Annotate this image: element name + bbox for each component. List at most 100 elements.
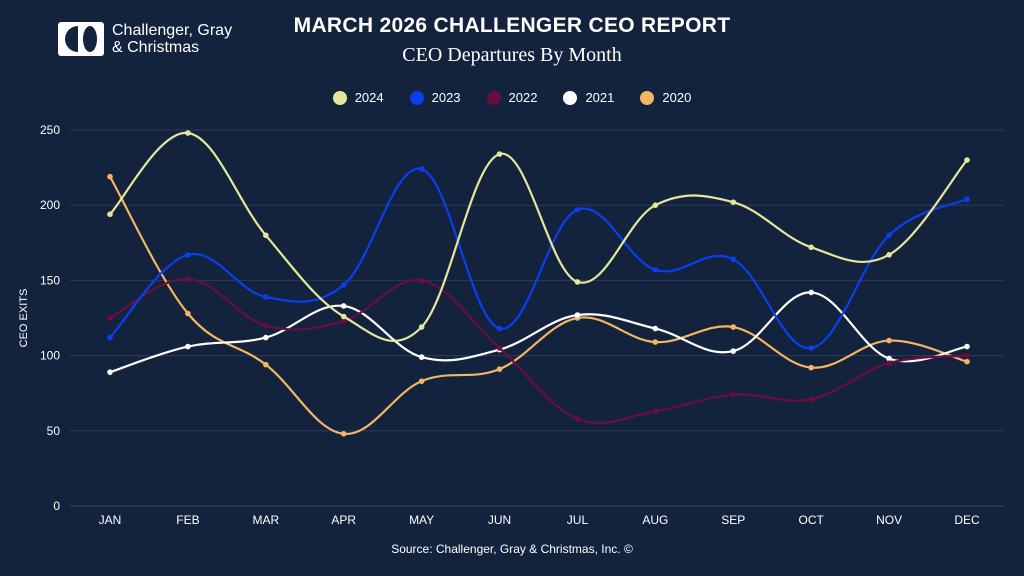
data-point-2020-aug bbox=[652, 339, 659, 345]
data-point-2022-mar bbox=[263, 322, 269, 329]
data-point-2024-jul bbox=[574, 279, 581, 285]
logo-text: Challenger, Gray & Christmas bbox=[112, 22, 232, 56]
data-point-2022-jan bbox=[107, 315, 113, 321]
legend-label: 2020 bbox=[662, 90, 692, 105]
gridlines bbox=[70, 129, 1004, 507]
data-point-2021-jul bbox=[574, 312, 581, 318]
series-2020 bbox=[107, 173, 970, 437]
data-point-2023-jun bbox=[496, 325, 503, 332]
data-point-2021-dec bbox=[964, 343, 970, 350]
y-tick-label: 100 bbox=[40, 349, 60, 363]
data-point-2021-aug bbox=[652, 325, 659, 332]
y-tick-label: 250 bbox=[40, 123, 60, 137]
data-point-2022-jul bbox=[574, 415, 581, 422]
data-point-2020-mar bbox=[263, 361, 269, 368]
data-point-2024-oct bbox=[808, 244, 814, 251]
legend-swatch bbox=[332, 90, 347, 105]
data-point-2023-aug bbox=[652, 267, 659, 273]
data-point-2024-feb bbox=[185, 130, 191, 136]
legend-item-2023: 2023 bbox=[409, 90, 461, 105]
series-line-2021 bbox=[108, 291, 969, 374]
data-point-2024-jan bbox=[107, 211, 113, 218]
legend-label: 2022 bbox=[508, 90, 538, 105]
data-point-2021-oct bbox=[808, 289, 814, 296]
data-point-2024-may bbox=[418, 324, 425, 330]
y-tick-label: 150 bbox=[40, 273, 60, 287]
data-point-2023-oct bbox=[808, 345, 814, 351]
data-point-2021-sep bbox=[730, 348, 737, 354]
x-tick-label: MAY bbox=[409, 513, 434, 527]
legend-swatch bbox=[409, 90, 424, 105]
data-point-2022-jun bbox=[496, 345, 503, 351]
data-point-2023-apr bbox=[340, 282, 347, 288]
y-tick-label: 200 bbox=[40, 198, 60, 212]
data-point-2020-may bbox=[418, 378, 425, 384]
legend-item-2024: 2024 bbox=[332, 90, 384, 105]
x-tick-label: JUN bbox=[488, 513, 511, 527]
x-tick-label: NOV bbox=[876, 513, 902, 527]
legend-swatch bbox=[640, 90, 655, 105]
data-point-2024-aug bbox=[652, 202, 659, 208]
data-point-2022-nov bbox=[886, 360, 892, 366]
company-logo: Challenger, Gray & Christmas bbox=[58, 22, 232, 56]
data-point-2021-mar bbox=[263, 334, 269, 341]
data-point-2024-dec bbox=[964, 157, 970, 163]
chart-subtitle: CEO Departures By Month bbox=[402, 44, 622, 66]
x-tick-label: JAN bbox=[99, 513, 122, 527]
data-point-2020-dec bbox=[964, 358, 970, 365]
data-point-2021-feb bbox=[185, 343, 191, 350]
data-point-2020-sep bbox=[730, 324, 737, 330]
chart-title: MARCH 2026 CHALLENGER CEO REPORT bbox=[293, 14, 731, 37]
data-point-2024-apr bbox=[340, 313, 347, 320]
legend-item-2022: 2022 bbox=[486, 90, 538, 105]
data-point-2021-apr bbox=[340, 303, 347, 309]
data-point-2023-may bbox=[418, 166, 425, 172]
data-point-2023-jan bbox=[107, 334, 113, 341]
data-point-2023-nov bbox=[886, 232, 892, 239]
data-point-2021-may bbox=[418, 354, 425, 360]
series-line-2020 bbox=[108, 175, 969, 435]
logo-line-1: Challenger, Gray bbox=[112, 22, 233, 39]
data-point-2024-jun bbox=[496, 151, 503, 157]
logo-line-2: & Christmas bbox=[112, 39, 200, 56]
legend-item-2021: 2021 bbox=[563, 90, 614, 105]
x-tick-label: APR bbox=[331, 513, 356, 527]
x-tick-label: JUL bbox=[567, 513, 589, 527]
data-point-2023-feb bbox=[185, 252, 191, 258]
series-2023 bbox=[107, 166, 970, 351]
x-tick-label: AUG bbox=[642, 513, 668, 527]
legend-swatch bbox=[563, 90, 578, 105]
data-point-2022-apr bbox=[340, 318, 347, 324]
x-tick-label: OCT bbox=[799, 513, 825, 527]
data-point-2024-sep bbox=[730, 199, 737, 205]
data-point-2020-oct bbox=[808, 364, 814, 371]
data-point-2022-feb bbox=[185, 276, 191, 282]
data-point-2022-oct bbox=[808, 396, 814, 403]
series-2024 bbox=[107, 130, 970, 343]
data-point-2022-sep bbox=[730, 391, 737, 398]
data-point-2022-may bbox=[418, 277, 425, 284]
data-point-2022-dec bbox=[964, 352, 970, 359]
series-2022 bbox=[107, 276, 970, 425]
data-point-2023-jul bbox=[574, 206, 581, 213]
data-point-2024-nov bbox=[886, 252, 892, 258]
x-tick-label: MAR bbox=[252, 513, 279, 527]
chart-legend: 2024 2023 2022 2021 2020 bbox=[0, 90, 1024, 105]
data-point-2024-mar bbox=[263, 232, 269, 239]
y-tick-label: 50 bbox=[47, 424, 61, 438]
data-point-2021-jan bbox=[107, 369, 113, 375]
data-point-2023-sep bbox=[730, 256, 737, 263]
series-2021 bbox=[107, 289, 970, 375]
series-line-2022 bbox=[108, 277, 969, 425]
source-note: Source: Challenger, Gray & Christmas, In… bbox=[391, 542, 633, 556]
legend-swatch bbox=[486, 90, 501, 105]
data-point-2023-mar bbox=[263, 294, 269, 300]
legend-label: 2024 bbox=[354, 90, 384, 105]
data-point-2020-jan bbox=[107, 173, 113, 180]
data-point-2020-nov bbox=[886, 337, 892, 344]
legend-label: 2023 bbox=[431, 90, 461, 105]
x-tick-label: FEB bbox=[176, 513, 199, 527]
legend-item-2020: 2020 bbox=[640, 90, 691, 105]
data-point-2020-feb bbox=[185, 310, 191, 317]
